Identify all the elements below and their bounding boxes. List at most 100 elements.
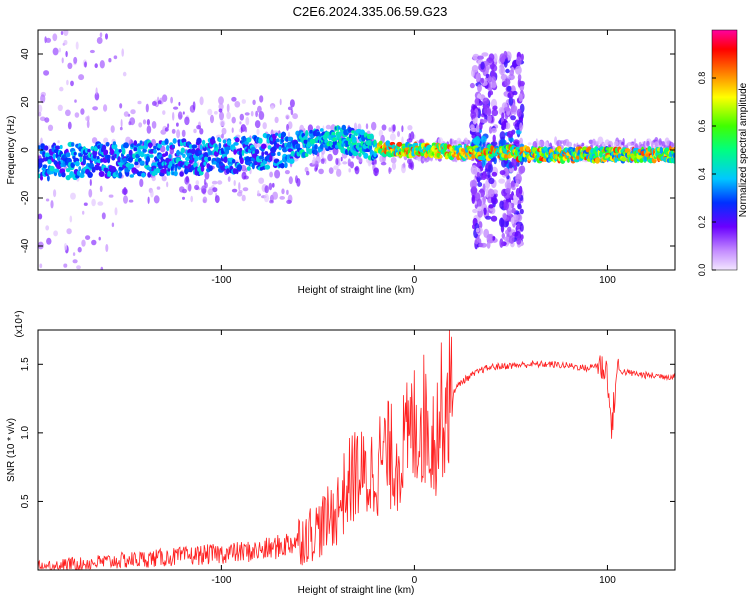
spectrogram-noise-cell — [233, 180, 236, 186]
spectrogram-ridge-cell — [40, 175, 43, 181]
spectrogram-noise-cell — [234, 101, 241, 108]
spectrogram-noise-cell — [89, 49, 95, 54]
spectrogram-ridge-cell — [87, 171, 93, 178]
spectrogram-burst-cell — [480, 135, 487, 143]
spectrogram-ridge-cell — [309, 129, 314, 134]
spectrogram-noise-cell — [286, 199, 292, 204]
spectrogram-noise-cell — [91, 137, 98, 144]
spectrogram-ridge-cell — [199, 170, 204, 176]
spectrogram-burst-cell — [508, 96, 514, 106]
spectrogram-ridge-cell — [111, 143, 118, 150]
spectrogram-noise-cell — [388, 166, 391, 175]
spectrogram-noise-cell — [63, 30, 69, 36]
spectrogram-noise-cell — [288, 176, 293, 185]
spectrogram-ridge-cell — [314, 144, 318, 150]
spectrogram-noise-cell — [231, 96, 237, 102]
spectrogram-burst-cell — [474, 97, 479, 107]
spectrogram-ridge-cell — [164, 138, 169, 145]
spectrogram-noise-cell — [146, 119, 150, 126]
spectrogram-noise-cell — [91, 198, 96, 207]
spectrogram-ridge-cell — [40, 143, 45, 148]
spectrogram-noise-cell — [92, 106, 98, 111]
spectrogram-ridge-cell — [672, 152, 675, 159]
spectrogram-noise-cell — [45, 37, 52, 43]
snr-panel: -100 0 100 0.5 1.0 1.5 Height of straight lin… — [6, 310, 676, 596]
spectrogram-ridge-cell — [280, 162, 285, 169]
spectrogram-noise-cell — [72, 259, 78, 264]
spectrogram-noise-cell — [210, 114, 214, 124]
spectrogram-noise-cell — [86, 120, 90, 129]
spectrogram-burst-cell — [490, 141, 498, 146]
spectrogram-burst-cell — [506, 208, 512, 216]
spectrogram-ridge-cell — [79, 156, 83, 163]
spectrogram-noise-cell — [85, 235, 91, 241]
spectrogram-noise-cell — [114, 207, 118, 216]
spectrogram-noise-cell — [354, 167, 359, 171]
spectrogram-ridge-cell — [288, 158, 295, 164]
colorbar-tick-label: 0.8 — [697, 72, 707, 85]
spectrogram-ridge-cell — [104, 153, 108, 160]
spectrogram-noise-cell — [327, 153, 333, 162]
spectrogram-ridge-cell — [359, 129, 365, 136]
spectrogram-noise-cell — [424, 157, 427, 161]
spectrogram-burst-cell — [481, 119, 488, 124]
spectrogram-noise-cell — [449, 138, 453, 146]
spectrogram-ridge-cell — [71, 142, 75, 147]
spectrogram-ridge-cell — [82, 158, 87, 165]
spectrogram-burst-cell — [500, 64, 504, 74]
spectrogram-burst-cell — [477, 55, 484, 60]
spectrogram-burst-cell — [485, 215, 492, 220]
spectrogram-ytick-label: -40 — [20, 238, 31, 253]
spectrogram-burst-cell — [512, 90, 518, 96]
spectrogram-burst-cell — [511, 207, 516, 214]
spectrogram-noise-cell — [218, 103, 224, 111]
spectrogram-noise-cell — [96, 37, 103, 44]
spectrogram-noise-cell — [658, 138, 662, 146]
spectrogram-burst-cell — [499, 131, 506, 141]
spectrogram-ridge-cell — [358, 152, 362, 157]
spectrogram-ridge-cell — [251, 162, 255, 170]
spectrogram-noise-cell — [130, 109, 136, 115]
spectrogram-ridge-cell — [200, 166, 205, 172]
spectrogram-noise-cell — [152, 101, 157, 106]
spectrogram-burst-cell — [476, 124, 480, 134]
spectrogram-noise-cell — [342, 161, 348, 165]
spectrogram-noise-cell — [164, 127, 169, 132]
colorbar-tick-label: 0.0 — [697, 264, 707, 277]
spectrogram-noise-cell — [581, 142, 585, 147]
spectrogram-ridge-cell — [258, 137, 263, 144]
spectrogram-ridge-cell — [133, 147, 138, 152]
spectrogram-ridge-cell — [145, 156, 151, 163]
spectrogram-burst-cell — [474, 238, 479, 245]
spectrogram-ridge-cell — [196, 137, 202, 145]
spectrogram-ridge-cell — [142, 148, 147, 153]
spectrogram-noise-cell — [167, 123, 170, 129]
spectrogram-burst-cell — [477, 182, 483, 187]
spectrogram-noise-cell — [47, 124, 54, 131]
spectrogram-ridge-cell — [47, 159, 52, 165]
spectrogram-ridge-cell — [139, 151, 145, 158]
spectrogram-ridge-cell — [595, 157, 600, 164]
spectrogram-noise-cell — [264, 185, 269, 194]
colorbar-tick-label: 0.2 — [697, 216, 707, 229]
spectrogram-noise-cell — [270, 105, 275, 110]
spectrogram-noise-cell — [40, 94, 46, 104]
spectrogram-burst-cell — [519, 122, 523, 132]
spectrogram-noise-cell — [176, 122, 179, 127]
snr-series-line — [38, 330, 675, 570]
spectrogram-noise-cell — [203, 178, 207, 186]
spectrogram-burst-cell — [488, 163, 493, 173]
spectrogram-noise-cell — [195, 180, 200, 186]
spectrogram-noise-cell — [226, 103, 230, 113]
spectrogram-burst-cell — [516, 223, 520, 229]
spectrogram-noise-cell — [39, 263, 43, 269]
spectrogram-burst-cell — [516, 56, 522, 66]
spectrogram-noise-cell — [70, 80, 74, 87]
spectrogram-noise-cell — [78, 74, 85, 81]
spectrogram-burst-cell — [503, 201, 510, 211]
spectrogram-noise-cell — [238, 182, 241, 191]
spectrogram-noise-cell — [45, 198, 50, 202]
spectrogram-ridge-cell — [174, 166, 178, 172]
spectrogram-ridge-cell — [52, 153, 56, 160]
